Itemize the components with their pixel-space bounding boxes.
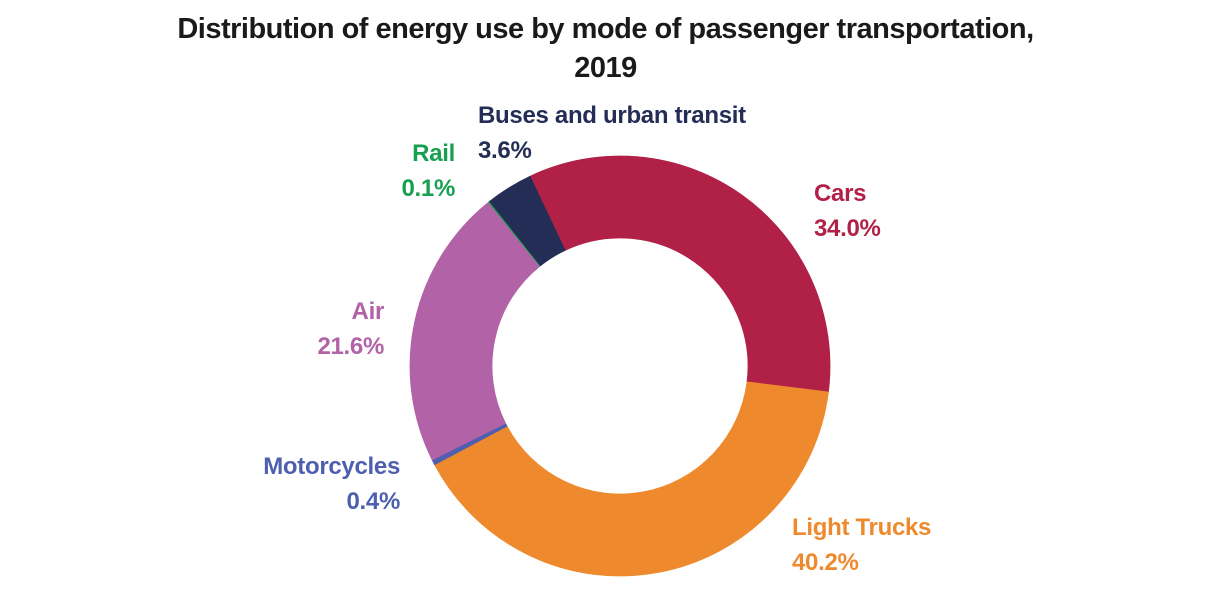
- callout-air-value: 21.6%: [317, 333, 384, 360]
- callout-buses-and-urban-transit-value: 3.6%: [478, 137, 532, 164]
- callout-rail-label: Rail: [412, 140, 455, 167]
- callout-rail: Rail 0.1%: [401, 136, 455, 206]
- donut-slice-buses-and-urban-transit: [489, 175, 566, 267]
- callout-cars: Cars 34.0%: [814, 176, 881, 246]
- chart-title: Distribution of energy use by mode of pa…: [0, 10, 1211, 88]
- callout-buses-and-urban-transit: Buses and urban transit 3.6%: [478, 98, 746, 168]
- callout-cars-label: Cars: [814, 180, 867, 207]
- callout-cars-value: 34.0%: [814, 215, 881, 242]
- callout-motorcycles: Motorcycles 0.4%: [263, 449, 400, 519]
- donut-slice-air: [409, 201, 541, 461]
- callout-rail-value: 0.1%: [401, 175, 455, 202]
- callout-air-label: Air: [351, 298, 385, 325]
- chart-title-line1: Distribution of energy use by mode of pa…: [177, 13, 1034, 45]
- callout-buses-and-urban-transit-label: Buses and urban transit: [478, 102, 746, 129]
- callout-light-trucks-value: 40.2%: [792, 549, 859, 576]
- callout-light-trucks-label: Light Trucks: [792, 514, 932, 541]
- callout-air: Air 21.6%: [317, 294, 384, 364]
- callout-light-trucks: Light Trucks 40.2%: [792, 510, 931, 580]
- donut-slice-light-trucks: [434, 381, 829, 577]
- callout-motorcycles-label: Motorcycles: [263, 453, 400, 480]
- chart-title-line2: 2019: [574, 52, 637, 84]
- donut-slice-cars: [529, 155, 831, 393]
- callout-motorcycles-value: 0.4%: [346, 488, 400, 515]
